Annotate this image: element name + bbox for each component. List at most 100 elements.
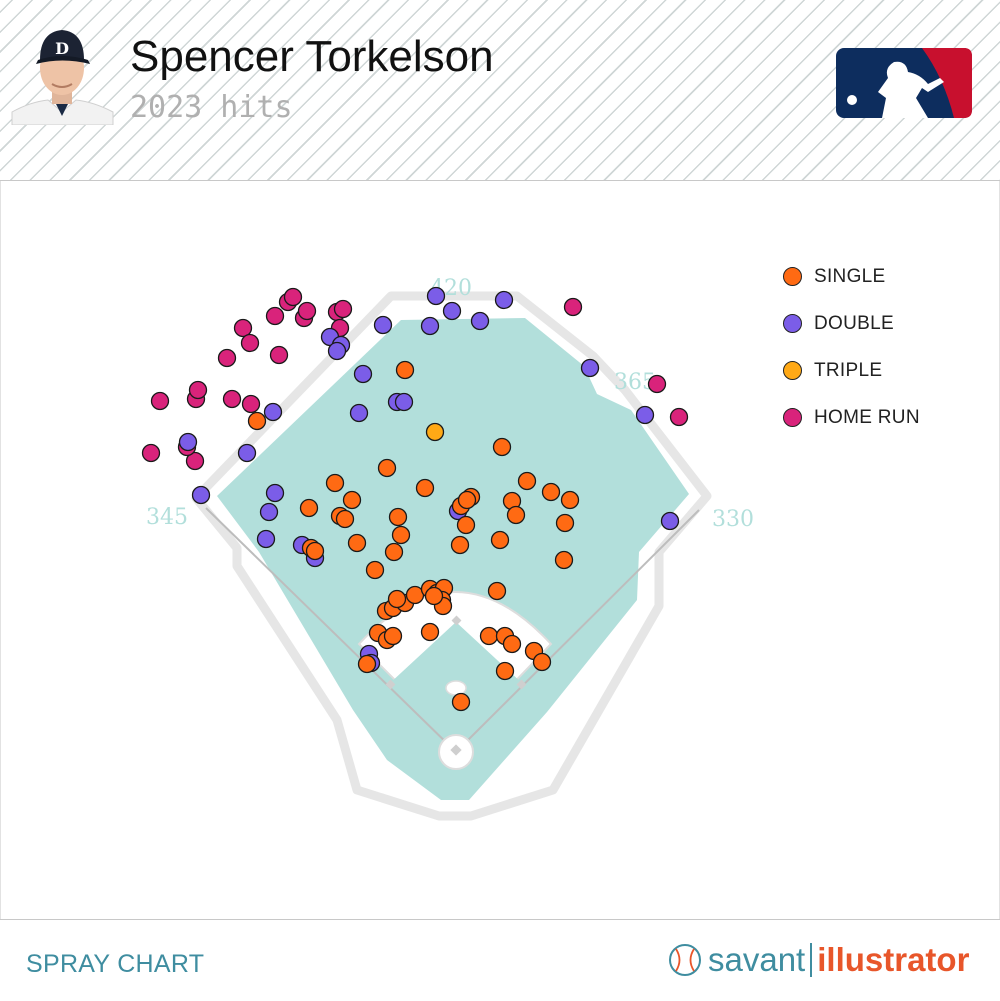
footer: SPRAY CHART savant illustrator	[0, 919, 1000, 1001]
hit-point-single	[325, 473, 345, 493]
hit-point-home-run	[669, 407, 689, 427]
hit-point-single	[457, 490, 477, 510]
hit-point-single	[347, 533, 367, 553]
brand-word-savant: savant	[708, 941, 806, 978]
distance-label-left: 345	[146, 505, 188, 530]
hit-point-single	[490, 530, 510, 550]
pitcher-mound	[445, 680, 467, 696]
hit-point-single	[479, 626, 499, 646]
hit-point-double	[442, 301, 462, 321]
hit-point-home-run	[233, 318, 253, 338]
legend-item-single: SINGLE	[783, 253, 920, 300]
hit-point-double	[349, 403, 369, 423]
hit-point-single	[415, 478, 435, 498]
hit-point-single	[365, 560, 385, 580]
hit-point-single	[247, 411, 267, 431]
hit-point-home-run	[241, 394, 261, 414]
hit-point-double	[237, 443, 257, 463]
hit-point-double	[420, 316, 440, 336]
hit-point-single	[554, 550, 574, 570]
hit-point-home-run	[188, 380, 208, 400]
season-subtitle: 2023 hits	[130, 90, 293, 125]
hit-point-double	[580, 358, 600, 378]
hit-point-home-run	[222, 389, 242, 409]
legend-item-home-run: HOME RUN	[783, 394, 920, 441]
legend-label-triple: TRIPLE	[814, 359, 883, 381]
hit-point-double	[394, 392, 414, 412]
hit-point-single	[560, 490, 580, 510]
hit-point-single	[388, 507, 408, 527]
right-foul-line	[455, 509, 700, 753]
savant-illustrator-brand: savant illustrator	[668, 938, 969, 982]
hit-point-double	[191, 485, 211, 505]
tigers-cap-headshot-icon: D	[11, 30, 114, 125]
hit-point-home-run	[185, 451, 205, 471]
player-name: Spencer Torkelson	[130, 32, 494, 81]
header: D Spencer Torkelson 2023 hits	[0, 0, 1000, 181]
hit-point-double	[353, 364, 373, 384]
hit-point-home-run	[150, 391, 170, 411]
hit-point-single	[384, 542, 404, 562]
outfield-wall	[191, 291, 712, 821]
hit-point-double	[263, 402, 283, 422]
spray-chart: 345 420 365 330 SINGLE DOUBLE TRIPLE HOM…	[0, 181, 1000, 919]
hit-point-home-run	[240, 333, 260, 353]
hit-point-single	[424, 586, 444, 606]
hit-point-single	[395, 360, 415, 380]
hit-point-single	[532, 652, 552, 672]
hit-point-double	[373, 315, 393, 335]
hit-point-single	[299, 498, 319, 518]
hit-point-double	[426, 286, 446, 306]
hit-point-home-run	[333, 299, 353, 319]
hit-point-home-run	[217, 348, 237, 368]
distance-label-right: 330	[712, 507, 754, 532]
legend-swatch-double	[783, 314, 802, 333]
hit-point-single	[555, 513, 575, 533]
hit-point-single	[377, 458, 397, 478]
hit-point-single	[451, 692, 471, 712]
left-foul-line	[205, 507, 457, 753]
hit-point-single	[541, 482, 561, 502]
legend-swatch-home-run	[783, 408, 802, 427]
hit-point-home-run	[141, 443, 161, 463]
hit-point-double	[494, 290, 514, 310]
hit-point-single	[391, 525, 411, 545]
hit-point-home-run	[647, 374, 667, 394]
mlb-logo-icon	[836, 48, 972, 118]
hit-point-double	[327, 341, 347, 361]
hit-point-double	[470, 311, 490, 331]
hit-point-single	[506, 505, 526, 525]
hit-point-single	[420, 622, 440, 642]
hit-point-home-run	[269, 345, 289, 365]
hit-point-double	[259, 502, 279, 522]
hit-point-home-run	[283, 287, 303, 307]
hit-point-home-run	[297, 301, 317, 321]
legend-item-double: DOUBLE	[783, 300, 920, 347]
hit-point-single	[495, 661, 515, 681]
legend-swatch-triple	[783, 361, 802, 380]
hit-point-single	[335, 509, 355, 529]
legend-label-single: SINGLE	[814, 265, 886, 287]
legend-label-home-run: HOME RUN	[814, 406, 920, 428]
baseball-icon	[669, 944, 701, 976]
legend: SINGLE DOUBLE TRIPLE HOME RUN	[783, 253, 920, 441]
hit-point-double	[660, 511, 680, 531]
chart-type-label: SPRAY CHART	[26, 950, 205, 978]
hit-point-single	[387, 589, 407, 609]
legend-label-double: DOUBLE	[814, 312, 894, 334]
hit-point-single	[487, 581, 507, 601]
svg-text:D: D	[55, 39, 69, 58]
home-plate	[450, 744, 462, 756]
hit-point-single	[456, 515, 476, 535]
spray-chart-svg: 345 420 365 330	[141, 276, 754, 821]
hit-point-double	[178, 432, 198, 452]
second-base	[451, 615, 462, 626]
hit-point-double	[265, 483, 285, 503]
hit-point-triple	[425, 422, 445, 442]
brand-separator	[810, 943, 813, 977]
hit-point-single	[517, 471, 537, 491]
field-grass	[217, 318, 689, 800]
legend-swatch-single	[783, 267, 802, 286]
hit-point-home-run	[563, 297, 583, 317]
